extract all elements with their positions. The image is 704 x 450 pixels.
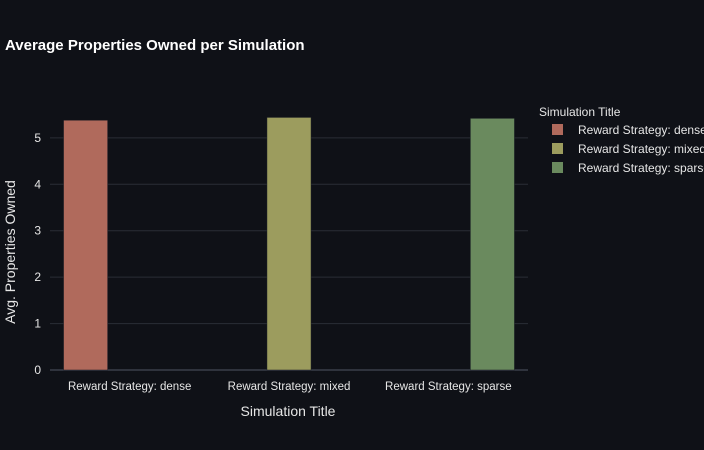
legend[interactable]: Simulation Title Reward Strategy: dense R… xyxy=(539,105,704,175)
legend-item-label[interactable]: Reward Strategy: mixed xyxy=(578,142,704,156)
y-axis-title: Avg. Properties Owned xyxy=(2,180,18,324)
legend-swatch[interactable] xyxy=(552,143,563,154)
bar[interactable] xyxy=(266,117,312,371)
legend-item-label[interactable]: Reward Strategy: sparse xyxy=(578,161,704,175)
bar[interactable] xyxy=(470,118,515,371)
legend-item-label[interactable]: Reward Strategy: dense xyxy=(578,123,704,137)
bars xyxy=(63,117,515,371)
chart-title: Average Properties Owned per Simulation xyxy=(5,37,305,54)
bar[interactable] xyxy=(63,119,108,371)
y-tick-label: 3 xyxy=(34,224,41,238)
y-tick-label: 0 xyxy=(34,363,41,377)
legend-swatch[interactable] xyxy=(552,162,563,173)
y-tick-labels: 0 1 2 3 4 5 xyxy=(34,131,41,377)
y-tick-label: 1 xyxy=(34,317,41,331)
x-tick-label: Reward Strategy: dense xyxy=(68,381,191,393)
x-axis-title: Simulation Title xyxy=(241,403,336,419)
legend-swatch[interactable] xyxy=(552,124,563,135)
y-tick-label: 2 xyxy=(34,270,41,284)
x-tick-label: Reward Strategy: sparse xyxy=(385,381,512,393)
y-tick-label: 4 xyxy=(34,177,41,191)
x-tick-label: Reward Strategy: mixed xyxy=(228,381,351,393)
x-tick-labels: Reward Strategy: dense Reward Strategy: m… xyxy=(68,381,512,393)
y-tick-label: 5 xyxy=(34,131,41,145)
legend-title: Simulation Title xyxy=(539,105,621,119)
